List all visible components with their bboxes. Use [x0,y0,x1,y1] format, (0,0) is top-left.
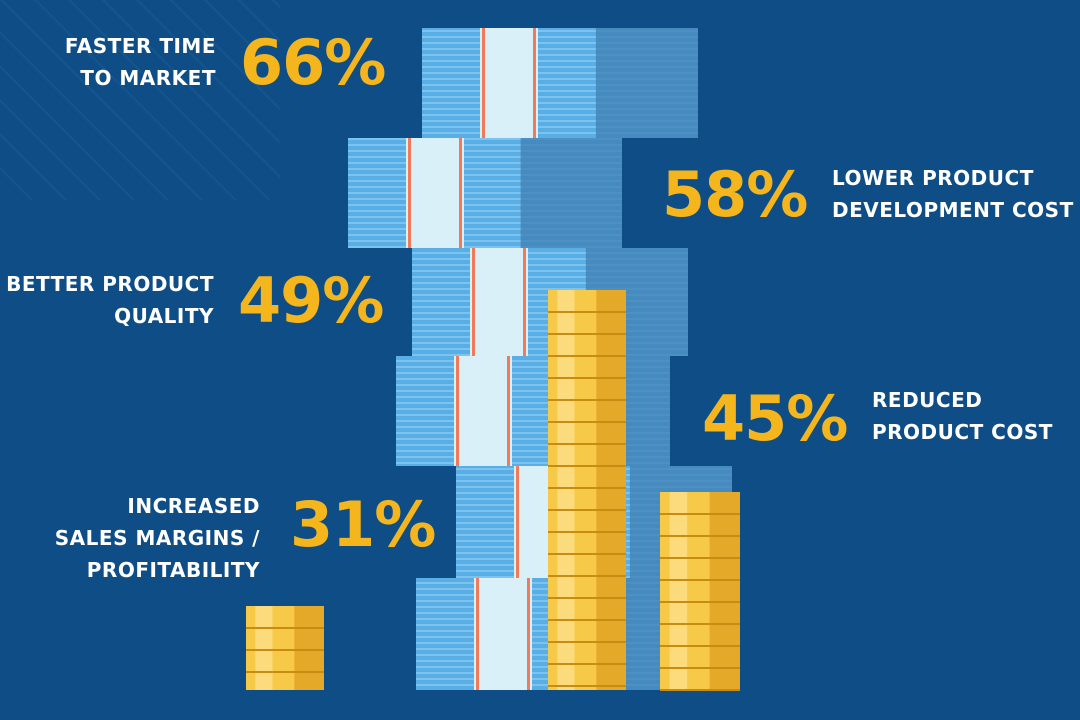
stat-label-line: Lower product [832,166,1034,190]
stat-label-line: quality [114,304,214,328]
stat-label-line: Better product [6,272,214,296]
stat-value-reduced-product-cost: 45% [702,382,848,455]
stat-label-line: Faster time [64,34,216,58]
stat-value-better-product-quality: 49% [238,264,384,337]
stat-label-line: to market [80,66,216,90]
stat-value-increased-sales-margins: 31% [290,488,436,561]
coin-stack [660,492,740,691]
money-bill-stack [422,28,698,138]
stat-label-line: Reduced [872,388,983,412]
stat-label-line: sales margins / [54,526,260,550]
stat-label-faster-time-to-market: Faster time to market [65,30,216,94]
money-bill-stack [396,356,670,466]
stat-label-lower-product-development-cost: Lower product development cost [832,162,1074,226]
coin-stack [548,290,626,690]
stat-label-reduced-product-cost: Reduced product cost [872,384,1053,448]
stat-label-increased-sales-margins: Increased sales margins / profitability [55,490,260,586]
coin-stack [246,606,324,690]
stat-label-line: profitability [86,558,260,582]
stat-value-lower-product-development-cost: 58% [662,158,808,231]
stat-label-line: development cost [832,198,1074,222]
stat-label-line: product cost [872,420,1053,444]
stat-label-better-product-quality: Better product quality [6,268,214,332]
stat-value-faster-time-to-market: 66% [240,26,386,99]
stat-label-line: Increased [127,494,260,518]
money-bill-stack [348,138,622,248]
